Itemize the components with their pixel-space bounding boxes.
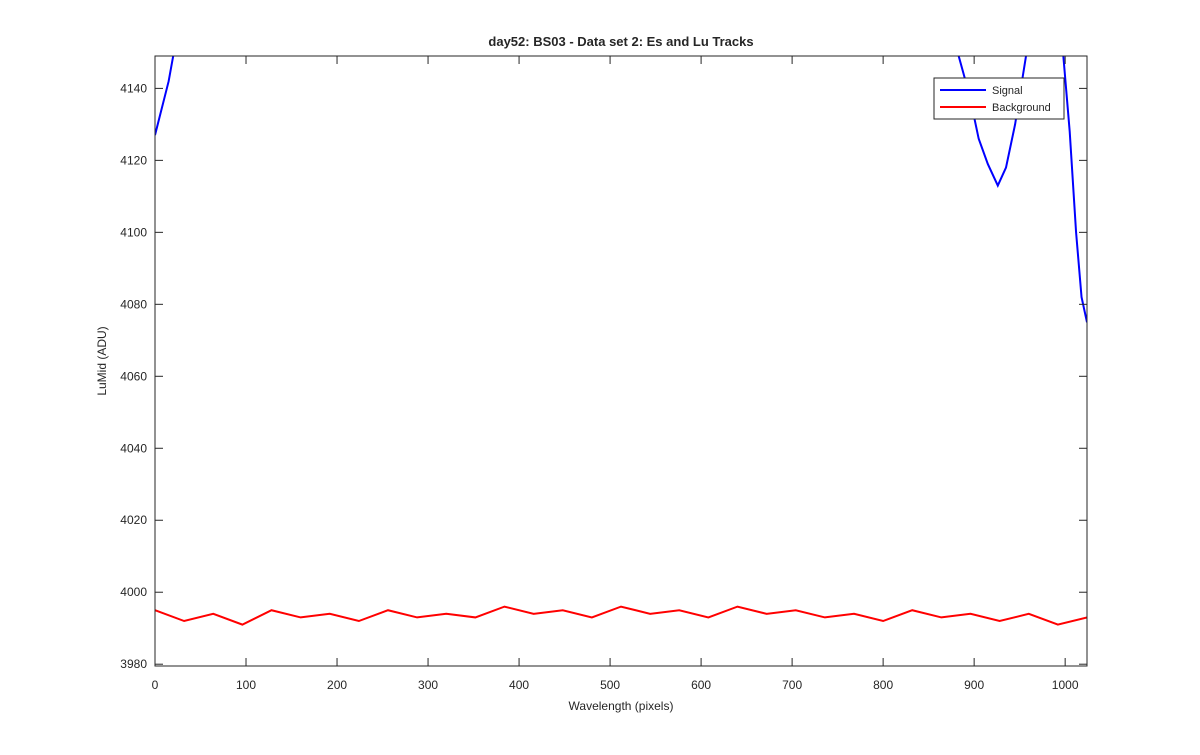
- x-tick-label: 100: [236, 678, 256, 692]
- x-tick-label: 1000: [1052, 678, 1079, 692]
- x-tick-label: 500: [600, 678, 620, 692]
- y-tick-label: 4000: [120, 585, 147, 599]
- legend-label: Signal: [992, 85, 1023, 97]
- x-tick-label: 400: [509, 678, 529, 692]
- y-tick-label: 3980: [120, 657, 147, 671]
- y-tick-label: 4100: [120, 225, 147, 239]
- x-tick-label: 300: [418, 678, 438, 692]
- x-tick-label: 800: [873, 678, 893, 692]
- x-tick-label: 600: [691, 678, 711, 692]
- y-axis-label: LuMid (ADU): [95, 326, 109, 395]
- x-axis-label: Wavelength (pixels): [569, 699, 674, 713]
- y-tick-label: 4040: [120, 441, 147, 455]
- y-tick-label: 4060: [120, 369, 147, 383]
- x-tick-label: 200: [327, 678, 347, 692]
- y-tick-label: 4120: [120, 153, 147, 167]
- x-tick-label: 0: [152, 678, 159, 692]
- y-tick-label: 4020: [120, 513, 147, 527]
- legend-box: [933, 77, 1065, 120]
- y-tick-label: 4080: [120, 297, 147, 311]
- y-tick-label: 4140: [120, 81, 147, 95]
- axes-box: [154, 55, 1088, 667]
- series-line: [155, 605, 1087, 626]
- chart-title: day52: BS03 - Data set 2: Es and Lu Trac…: [488, 34, 753, 49]
- x-tick-label: 700: [782, 678, 802, 692]
- x-tick-label: 900: [964, 678, 984, 692]
- legend-label: Background: [992, 102, 1051, 114]
